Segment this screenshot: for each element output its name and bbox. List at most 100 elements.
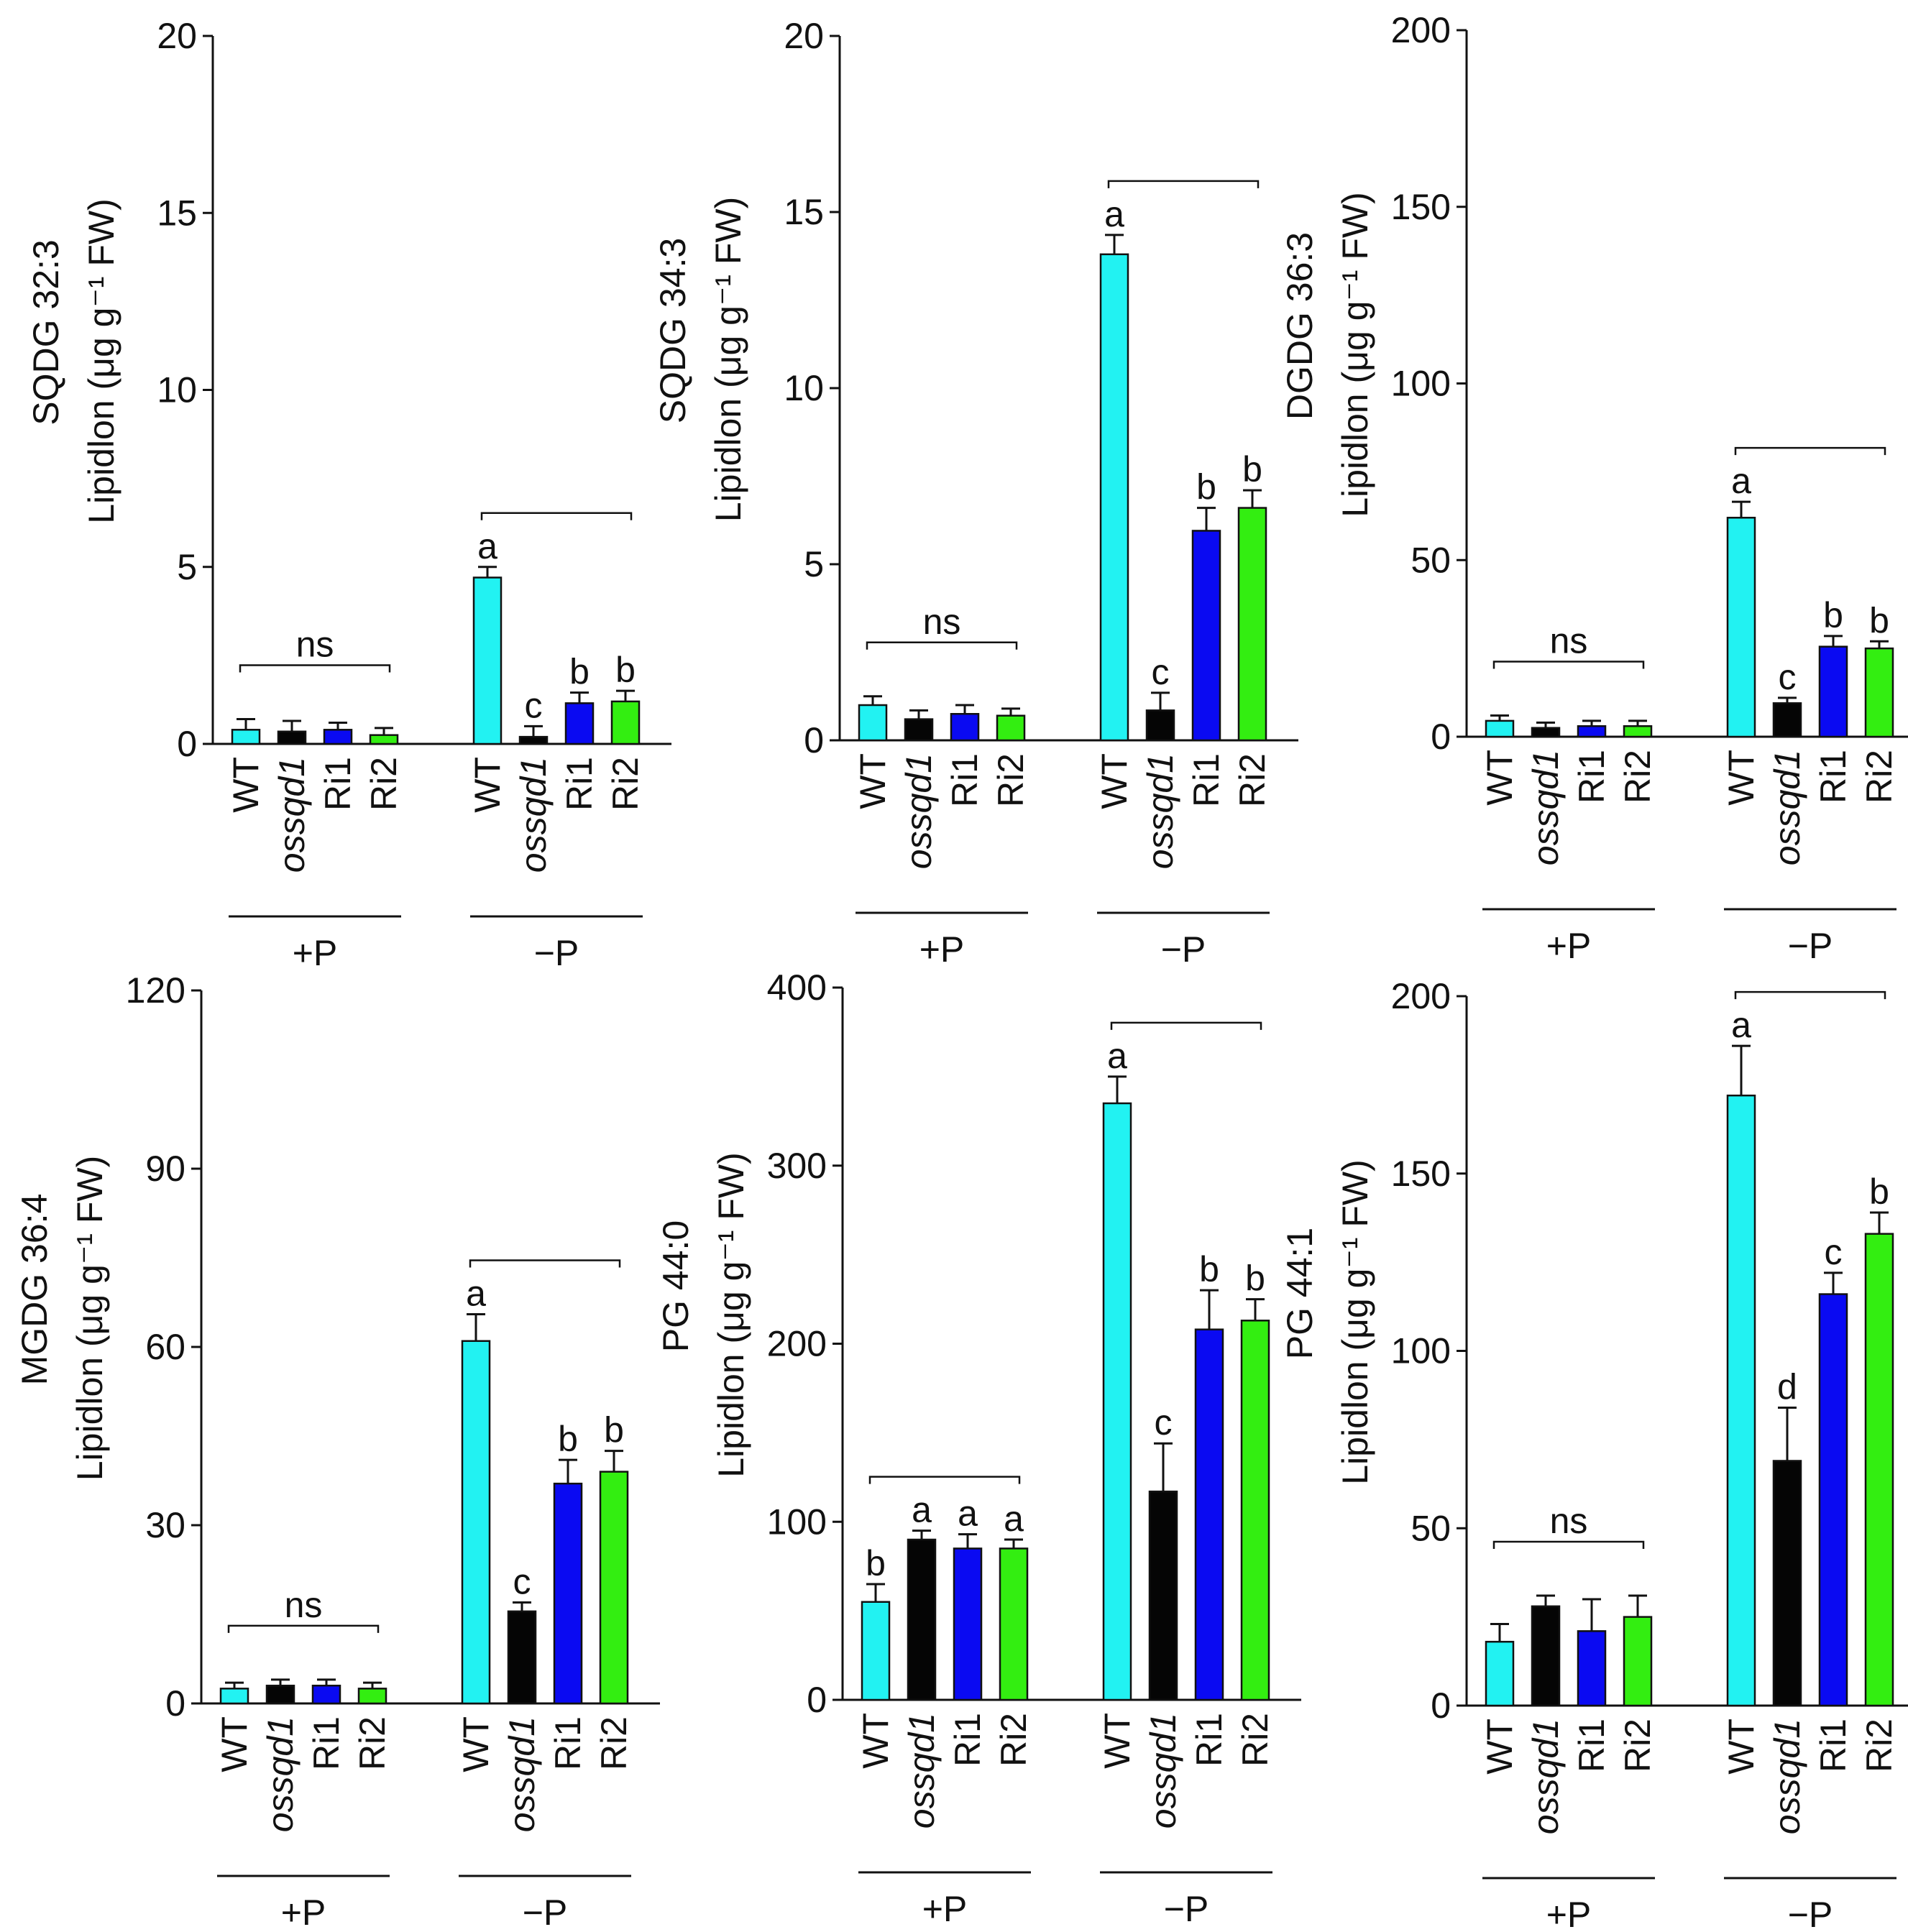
bracket-label-ns: ns: [923, 602, 961, 642]
significance-letter: b: [866, 1543, 886, 1583]
x-category-label: ossqd1: [1526, 750, 1566, 865]
y-tick-label: 100: [1391, 364, 1451, 404]
bracket-label-ns: ns: [296, 625, 334, 665]
bar-WT-minusP: [461, 1340, 491, 1705]
group-bracket: [1107, 180, 1260, 188]
y-tick-label: 200: [1391, 976, 1451, 1016]
y-tick-label: 5: [804, 544, 824, 584]
group-bracket: [1734, 446, 1886, 456]
significance-letter: b: [1869, 1172, 1889, 1212]
bar-Ri1-plusP: [311, 1684, 341, 1705]
y-tick-label: 100: [767, 1501, 827, 1542]
x-category-label: ossqd1: [513, 757, 554, 873]
significance-letter: a: [1731, 1005, 1751, 1045]
y-axis-label-lipid: DGDG 36:3: [1280, 232, 1320, 420]
y-axis-label-lipid: PG 44:0: [656, 1220, 696, 1352]
x-category-label: WT: [1721, 750, 1761, 806]
x-category-label: Ri2: [991, 753, 1031, 807]
significance-letter: d: [1777, 1366, 1797, 1407]
y-axis-label-units: Lipidlon (μg g⁻¹ FW): [708, 197, 748, 523]
group-label: −P: [1788, 926, 1833, 966]
bar-ossqd1-minusP: [1148, 1490, 1178, 1701]
significance-letter: b: [1823, 595, 1843, 635]
significance-letter: a: [1731, 461, 1751, 501]
group-bracket: [1492, 1540, 1645, 1550]
x-category-label: Ri1: [1572, 1719, 1612, 1772]
x-category-label: WT: [1721, 1719, 1761, 1775]
bracket-label-ns: ns: [1550, 1501, 1588, 1541]
group-bracket: [239, 664, 391, 673]
y-tick-label: 60: [145, 1327, 185, 1367]
y-tick-label: 300: [767, 1146, 827, 1186]
significance-letter: a: [958, 1494, 978, 1534]
bar-Ri2-plusP: [996, 714, 1026, 742]
bar-ossqd1-minusP: [1772, 702, 1802, 738]
bar-WT-plusP: [858, 704, 888, 742]
bar-WT-plusP: [1485, 1640, 1515, 1707]
bar-WT-plusP: [1485, 719, 1515, 738]
x-category-label: Ri2: [1618, 1719, 1658, 1772]
y-tick-label: 120: [126, 970, 185, 1011]
y-tick-label: 90: [145, 1149, 185, 1189]
y-axis-label-units: Lipidlon (μg g⁻¹ FW): [1335, 192, 1375, 518]
x-category-label: WT: [1097, 1713, 1137, 1769]
y-axis-label-lipid: MGDG 36:4: [14, 1194, 55, 1386]
y-tick-label: 0: [165, 1683, 185, 1724]
y-tick-label: 150: [1391, 1154, 1451, 1194]
y-tick-label: 20: [157, 16, 197, 56]
group-label: −P: [534, 933, 579, 973]
x-category-label: ossqd1: [502, 1716, 542, 1832]
bar-Ri1-plusP: [1577, 1630, 1607, 1707]
x-category-label: Ri1: [948, 1713, 988, 1767]
x-category-label: Ri2: [605, 757, 646, 811]
y-tick-label: 0: [807, 1680, 827, 1720]
significance-letter: c: [1825, 1232, 1843, 1272]
y-tick-label: 30: [145, 1505, 185, 1545]
bar-ossqd1-minusP: [1145, 709, 1175, 742]
bar-Ri2-plusP: [369, 734, 399, 745]
bar-ossqd1-plusP: [907, 1538, 937, 1701]
bar-ossqd1-plusP: [904, 718, 934, 742]
x-category-label: Ri1: [1189, 1713, 1229, 1767]
y-tick-label: 0: [1431, 717, 1451, 757]
x-category-label: WT: [853, 753, 893, 809]
bar-Ri1-minusP: [553, 1482, 583, 1705]
bar-ossqd1-minusP: [518, 735, 549, 745]
x-category-label: WT: [214, 1716, 254, 1772]
bar-Ri1-plusP: [953, 1547, 983, 1701]
bracket-label-ns: ns: [1550, 621, 1588, 661]
group-bracket: [227, 1624, 380, 1633]
x-category-label: ossqd1: [1767, 750, 1807, 865]
y-tick-label: 10: [157, 370, 197, 410]
y-axis-label-units: Lipidlon (μg g⁻¹ FW): [711, 1152, 751, 1478]
x-category-label: Ri2: [1859, 750, 1899, 804]
bar-Ri1-minusP: [1818, 645, 1848, 738]
bar-Ri2-minusP: [599, 1471, 629, 1705]
bar-Ri2-minusP: [1864, 1233, 1894, 1707]
x-category-label: Ri2: [594, 1716, 634, 1770]
bar-ossqd1-plusP: [265, 1684, 295, 1705]
panel-3: 0 50 100 150 200 DGDG 36:3 Lipidlon (μg g⁻¹ FW…: [1280, 10, 1908, 966]
significance-letter: b: [1242, 449, 1262, 489]
group-bracket: [866, 641, 1018, 650]
group-label: +P: [281, 1892, 326, 1932]
y-tick-label: 200: [1391, 10, 1451, 50]
x-category-label: Ri2: [1232, 753, 1272, 807]
group-label: +P: [1546, 1895, 1592, 1932]
x-category-label: WT: [1480, 750, 1520, 806]
significance-letter: b: [558, 1419, 578, 1459]
y-tick-label: 15: [784, 192, 824, 232]
panel-5: 0 100 200 300 400 PG 44:0 Lipidlon (μg g⁻¹ FW)…: [656, 967, 1301, 1929]
group-label: −P: [1161, 929, 1206, 970]
bar-WT-plusP: [861, 1601, 891, 1701]
y-tick-label: 0: [804, 720, 824, 760]
bar-WT-plusP: [231, 729, 261, 745]
bar-Ri2-plusP: [1623, 1616, 1653, 1707]
significance-letter: c: [1152, 652, 1170, 692]
group-label: +P: [293, 933, 338, 973]
y-tick-label: 15: [157, 193, 197, 233]
bar-Ri2-minusP: [1864, 647, 1894, 738]
significance-letter: a: [477, 526, 497, 566]
y-tick-label: 50: [1411, 540, 1451, 580]
group-label: +P: [919, 929, 965, 970]
